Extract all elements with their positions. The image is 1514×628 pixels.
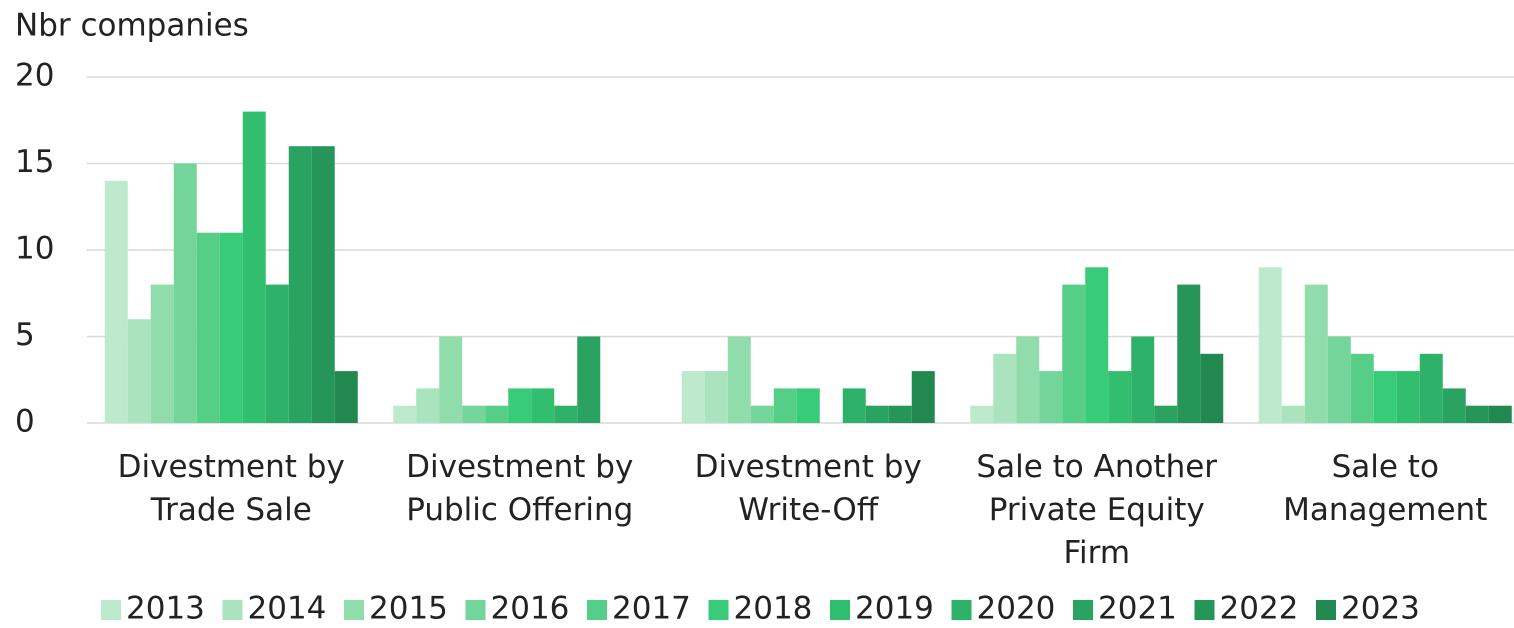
bar [311, 146, 335, 423]
bar [416, 388, 440, 423]
y-axis-label: Nbr companies [15, 8, 249, 44]
bar [1327, 336, 1351, 423]
legend-swatch [222, 600, 243, 620]
x-tick-label: Sale to Management [1283, 449, 1487, 528]
bar [150, 284, 174, 423]
legend-label: 2014 [248, 591, 327, 627]
legend-label: 2018 [734, 591, 813, 627]
x-tick-label: Sale to Another Private Equity Firm [976, 449, 1217, 571]
legend-label: 2023 [1341, 591, 1420, 627]
bar [1373, 371, 1397, 423]
bar [1177, 284, 1201, 423]
legend-swatch [1316, 600, 1336, 620]
x-tick-label: Divestment by Write-Off [695, 449, 922, 528]
bar [1281, 405, 1305, 423]
legend-swatch [708, 600, 729, 620]
legend-swatch [465, 600, 486, 620]
bar [127, 319, 151, 423]
legend-label: 2015 [369, 591, 448, 627]
legend-label: 2021 [1098, 591, 1177, 627]
bar [1108, 371, 1132, 423]
legend-swatch [951, 600, 972, 620]
y-tick-label: 15 [15, 144, 54, 180]
bar [219, 232, 243, 423]
bar [393, 405, 417, 423]
x-tick-label: Divestment by Trade Sale [118, 449, 345, 528]
bar [1488, 405, 1512, 423]
bar [1085, 267, 1109, 423]
bar [173, 163, 197, 423]
bar [439, 336, 463, 423]
bar [265, 284, 289, 423]
bar [993, 353, 1017, 423]
y-tick-label: 5 [15, 317, 35, 353]
legend-swatch [587, 600, 607, 620]
legend-swatch [1194, 600, 1215, 620]
bar [462, 405, 486, 423]
bar [796, 388, 820, 423]
bar [888, 405, 912, 423]
bar [1396, 371, 1420, 423]
legend-swatch [344, 600, 364, 620]
y-tick-label: 20 [15, 58, 54, 94]
bar [242, 111, 266, 423]
bar [970, 405, 994, 423]
y-tick-label: 0 [15, 404, 35, 440]
bar [1304, 284, 1328, 423]
bar [1465, 405, 1489, 423]
bar [196, 232, 220, 423]
legend-swatch [1073, 600, 1093, 620]
x-tick-label: Divestment by Public Offering [406, 449, 633, 528]
bar [334, 371, 358, 423]
bar [1442, 388, 1466, 423]
bar [865, 405, 889, 423]
bar [704, 371, 728, 423]
bar [508, 388, 532, 423]
legend-swatch [830, 600, 850, 620]
bar [773, 388, 797, 423]
legend-label: 2016 [491, 591, 570, 627]
bar [842, 388, 866, 423]
legend-label: 2013 [126, 591, 205, 627]
bar [1062, 284, 1086, 423]
y-tick-label: 10 [15, 231, 54, 267]
bar [1039, 371, 1063, 423]
legend-label: 2017 [612, 591, 691, 627]
bar [104, 180, 128, 423]
bar [1350, 353, 1374, 423]
bar [485, 405, 509, 423]
bar [750, 405, 774, 423]
legend-label: 2020 [977, 591, 1056, 627]
bar [1131, 336, 1155, 423]
legend-label: 2019 [855, 591, 934, 627]
bar [1154, 405, 1178, 423]
bar [1016, 336, 1040, 423]
bar [727, 336, 751, 423]
bar [911, 371, 935, 423]
bar [531, 388, 555, 423]
legend-label: 2022 [1220, 591, 1299, 627]
bar [681, 371, 705, 423]
bar [1419, 353, 1443, 423]
bar [1258, 267, 1282, 423]
bar [288, 146, 312, 423]
bar [577, 336, 601, 423]
bar [1200, 353, 1224, 423]
bar [554, 405, 578, 423]
legend-swatch [101, 600, 121, 620]
